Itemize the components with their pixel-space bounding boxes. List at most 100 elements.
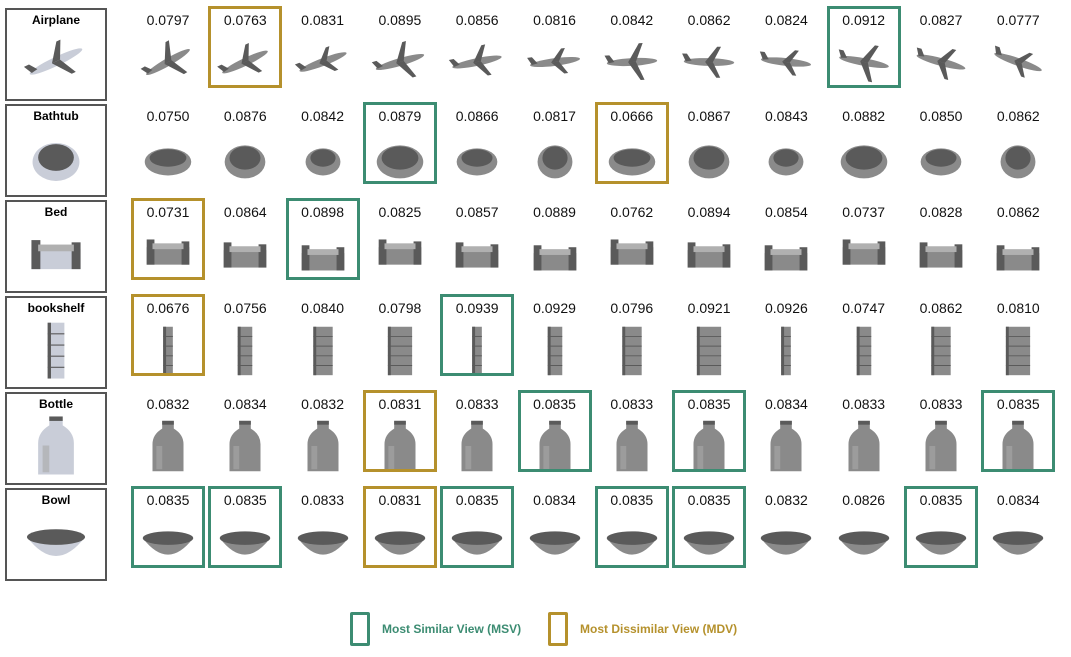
view-image xyxy=(833,320,895,380)
view-score: 0.0777 xyxy=(996,12,1040,28)
reference-image xyxy=(13,124,99,191)
view-image xyxy=(833,128,895,188)
view-cell: 0.0777 xyxy=(983,8,1053,98)
row-label: Bottle xyxy=(39,397,73,411)
bowl-shape xyxy=(993,531,1044,555)
bottle-shape xyxy=(461,420,493,472)
view-score: 0.0856 xyxy=(455,12,499,28)
view-cell: 0.0747 xyxy=(829,296,899,386)
view-cell: 0.0939 xyxy=(442,296,512,386)
view-image xyxy=(601,320,663,380)
view-score: 0.0867 xyxy=(687,108,731,124)
view-score: 0.0921 xyxy=(687,300,731,316)
legend-mdv-label: Most Dissimilar View (MDV) xyxy=(580,622,738,636)
msv-highlight xyxy=(672,390,747,472)
row-label: bookshelf xyxy=(27,301,85,315)
view-cell: 0.0832 xyxy=(133,392,203,482)
bed-shape xyxy=(533,245,576,271)
bottle-shape xyxy=(770,420,802,472)
view-image xyxy=(446,224,508,284)
bathtub-shape xyxy=(688,145,730,179)
view-score: 0.0926 xyxy=(764,300,808,316)
view-score: 0.0676 xyxy=(146,300,190,316)
msv-highlight xyxy=(440,294,515,376)
view-image xyxy=(292,128,354,188)
bottle-shape xyxy=(229,420,261,472)
view-score: 0.0833 xyxy=(301,492,344,508)
mdv-highlight xyxy=(362,390,437,472)
view-image xyxy=(214,32,276,92)
bed-shape xyxy=(146,239,190,265)
view-score: 0.0763 xyxy=(223,12,267,28)
bathtub-shape xyxy=(840,145,887,179)
view-cell: 0.0831 xyxy=(288,8,358,98)
bed-shape xyxy=(223,242,267,268)
view-cell: 0.0835 xyxy=(442,488,512,578)
view-cell: 0.0824 xyxy=(751,8,821,98)
view-score: 0.0864 xyxy=(223,204,267,220)
view-score: 0.0831 xyxy=(378,396,422,412)
view-image xyxy=(369,416,431,476)
reference-image xyxy=(13,28,99,95)
view-score: 0.0834 xyxy=(533,492,576,508)
view-score: 0.0832 xyxy=(146,396,190,412)
view-cell: 0.0842 xyxy=(597,8,667,98)
bed-shape xyxy=(765,245,808,271)
airplane-shape xyxy=(449,44,502,76)
view-cell: 0.0810 xyxy=(983,296,1053,386)
bathtub-shape xyxy=(376,145,424,179)
view-cell: 0.0862 xyxy=(674,8,744,98)
view-cell: 0.0825 xyxy=(365,200,435,290)
view-score: 0.0894 xyxy=(687,204,731,220)
view-score: 0.0747 xyxy=(842,300,886,316)
view-cell: 0.0835 xyxy=(674,488,744,578)
view-score: 0.0835 xyxy=(146,492,190,508)
view-cell: 0.0895 xyxy=(365,8,435,98)
bathtub-shape xyxy=(32,142,80,181)
view-cell: 0.0762 xyxy=(597,200,667,290)
view-cell: 0.0831 xyxy=(365,392,435,482)
bookshelf-shape xyxy=(781,326,792,376)
bookshelf-shape xyxy=(163,326,173,376)
view-score: 0.0876 xyxy=(223,108,267,124)
view-cell: 0.0843 xyxy=(751,104,821,194)
view-score: 0.0827 xyxy=(919,12,963,28)
msv-highlight xyxy=(517,390,592,472)
view-image xyxy=(910,416,972,476)
view-image xyxy=(833,512,895,572)
airplane-shape xyxy=(682,46,735,78)
view-image xyxy=(755,320,817,380)
bowl-shape xyxy=(142,531,194,555)
row-label: Bathtub xyxy=(33,109,79,123)
view-image xyxy=(678,224,740,284)
view-image xyxy=(137,32,199,92)
view-score: 0.0898 xyxy=(301,204,344,220)
view-cell: 0.0854 xyxy=(751,200,821,290)
bowl-shape xyxy=(606,531,657,555)
view-image xyxy=(910,224,972,284)
airplane-shape xyxy=(916,47,966,80)
msv-highlight xyxy=(440,486,515,568)
bathtub-shape xyxy=(456,148,498,176)
view-image xyxy=(214,320,276,380)
view-cell: 0.0840 xyxy=(288,296,358,386)
reference-image xyxy=(13,508,99,575)
view-cell: 0.0862 xyxy=(983,104,1053,194)
view-cell: 0.0898 xyxy=(288,200,358,290)
airplane-shape xyxy=(23,39,83,75)
view-score: 0.0731 xyxy=(146,204,190,220)
legend-msv-label: Most Similar View (MSV) xyxy=(382,622,522,636)
view-cell: 0.0889 xyxy=(520,200,590,290)
view-image xyxy=(137,128,199,188)
view-image xyxy=(601,32,663,92)
view-image xyxy=(910,512,972,572)
bathtub-shape xyxy=(224,145,266,179)
view-image xyxy=(987,512,1049,572)
bookshelf-shape xyxy=(472,326,483,376)
view-score: 0.0842 xyxy=(610,12,654,28)
view-score: 0.0756 xyxy=(223,300,267,316)
bed-shape xyxy=(455,242,499,268)
view-cell: 0.0666 xyxy=(597,104,667,194)
view-cell: 0.0676 xyxy=(133,296,203,386)
view-score: 0.0833 xyxy=(455,396,499,412)
